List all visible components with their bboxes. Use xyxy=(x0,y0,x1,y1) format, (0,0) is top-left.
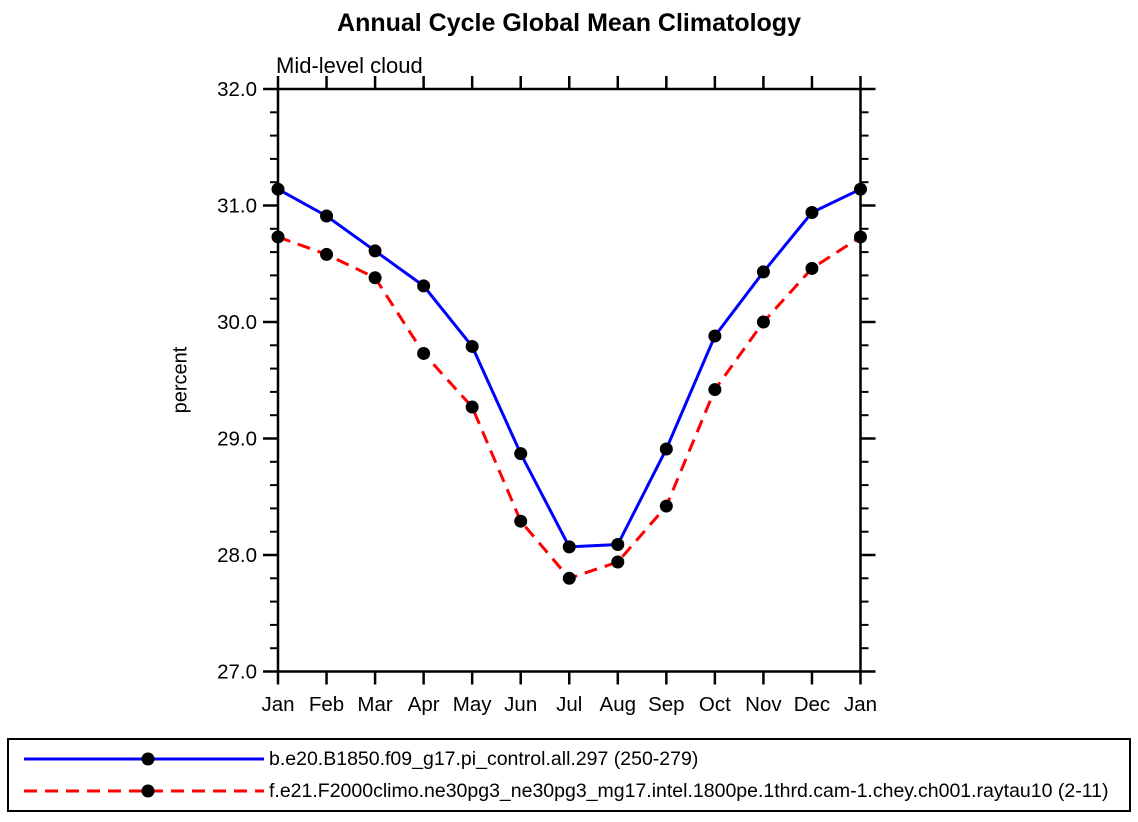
data-point-marker xyxy=(368,271,382,285)
data-point-marker xyxy=(708,383,722,397)
legend-line-sample-solid xyxy=(24,752,264,766)
y-tick-label: 32.0 xyxy=(217,78,257,101)
data-point-marker xyxy=(417,279,431,293)
legend-label-series-1: f.e21.F2000climo.ne30pg3_ne30pg3_mg17.in… xyxy=(269,779,1109,802)
data-point-marker xyxy=(271,182,285,196)
x-tick-label: Nov xyxy=(745,693,782,716)
series-line-0 xyxy=(277,187,862,549)
series-line-1 xyxy=(277,235,862,581)
legend-marker-dot-icon xyxy=(141,752,155,766)
x-tick-label: Jan xyxy=(261,693,294,716)
data-point-marker xyxy=(756,315,770,329)
legend-item-series-1: f.e21.F2000climo.ne30pg3_ne30pg3_mg17.in… xyxy=(9,775,1129,807)
chart-subtitle: Mid-level cloud xyxy=(276,53,423,78)
data-point-marker xyxy=(465,400,479,414)
data-point-marker xyxy=(562,571,576,585)
y-tick-label: 30.0 xyxy=(217,311,257,334)
data-point-marker xyxy=(562,540,576,554)
legend-box: b.e20.B1850.f09_g17.pi_control.all.297 (… xyxy=(7,738,1131,812)
data-point-marker xyxy=(756,265,770,279)
data-point-marker xyxy=(805,205,819,219)
x-tick-label: Apr xyxy=(408,693,440,716)
legend-marker-dot-icon xyxy=(141,784,155,798)
data-point-marker xyxy=(514,447,528,461)
x-tick-label: May xyxy=(453,693,492,716)
x-tick-label: Jun xyxy=(504,693,537,716)
data-point-marker xyxy=(368,244,382,258)
x-tick-label: Feb xyxy=(309,693,344,716)
x-tick-label: Jan xyxy=(844,693,877,716)
x-tick-label: Dec xyxy=(794,693,830,716)
legend-item-series-0: b.e20.B1850.f09_g17.pi_control.all.297 (… xyxy=(9,743,1129,775)
x-tick-label: Sep xyxy=(648,693,684,716)
plot-area: Jan Feb Mar Apr May Jun Jul Aug Sep Oct Nov Dec Jan2… xyxy=(217,76,877,716)
data-point-marker xyxy=(514,514,528,528)
legend-label-series-0: b.e20.B1850.f09_g17.pi_control.all.297 (… xyxy=(269,747,699,770)
data-point-marker xyxy=(854,182,867,196)
legend-line-sample-dashed xyxy=(24,784,264,798)
y-tick-label: 31.0 xyxy=(217,195,257,218)
data-point-marker xyxy=(320,247,334,261)
data-point-marker xyxy=(659,499,673,513)
data-point-marker xyxy=(708,329,722,343)
x-tick-label: Aug xyxy=(600,693,636,716)
chart-title: Annual Cycle Global Mean Climatology xyxy=(337,9,801,37)
data-point-marker xyxy=(611,538,625,552)
y-tick-label: 27.0 xyxy=(217,661,257,684)
data-point-marker xyxy=(320,209,334,223)
data-point-marker xyxy=(659,442,673,456)
data-point-marker xyxy=(271,230,285,244)
y-tick-label: 29.0 xyxy=(217,428,257,451)
data-point-marker xyxy=(611,555,625,569)
data-point-marker xyxy=(417,346,431,360)
x-tick-label: Jul xyxy=(556,693,582,716)
data-point-marker xyxy=(465,339,479,353)
x-tick-label: Mar xyxy=(357,693,392,716)
data-point-marker xyxy=(805,261,819,275)
x-tick-label: Oct xyxy=(699,693,731,716)
data-point-marker xyxy=(854,230,867,244)
y-tick-label: 28.0 xyxy=(217,544,257,567)
